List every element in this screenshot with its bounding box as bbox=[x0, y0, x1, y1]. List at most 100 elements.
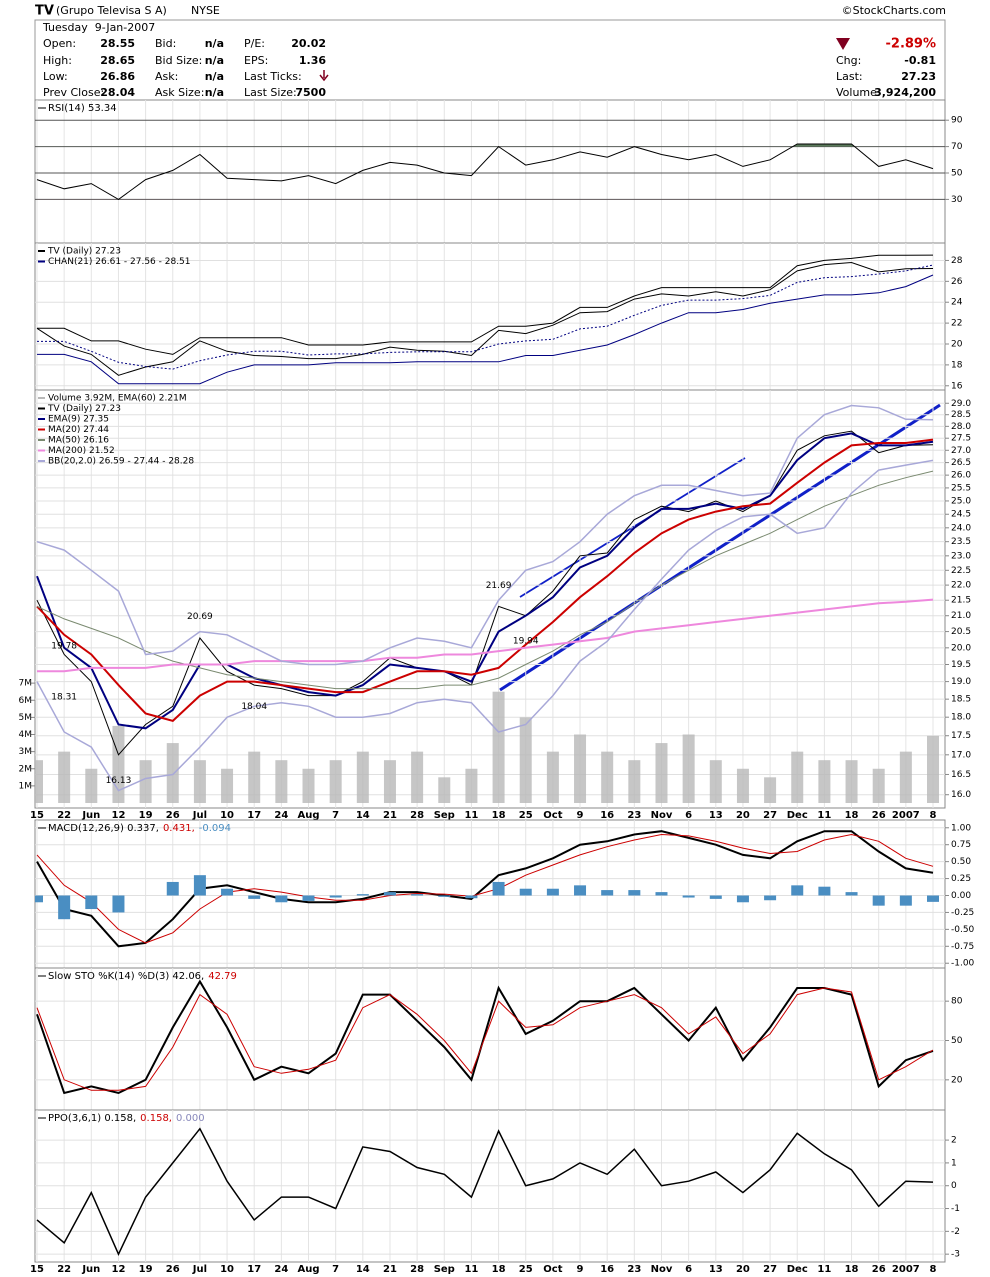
legend-entry: RSI(14) 53.34 bbox=[48, 103, 117, 114]
x-tick-label: 23 bbox=[627, 1264, 641, 1275]
x-tick-label: 26 bbox=[166, 1264, 180, 1275]
y-tick-label: 18.0 bbox=[951, 713, 971, 723]
y-tick-label: 16 bbox=[951, 381, 963, 391]
last-ticks-arrow bbox=[319, 70, 329, 82]
field-label: Low: bbox=[43, 70, 68, 83]
bar bbox=[628, 760, 641, 803]
y2-tick-label: 4M bbox=[19, 730, 33, 740]
legend-entry: MACD(12,26,9) 0.337, bbox=[48, 823, 159, 834]
bar bbox=[574, 734, 587, 803]
field-value: n/a bbox=[205, 37, 224, 50]
field-value: -0.81 bbox=[904, 54, 936, 67]
exchange: NYSE bbox=[191, 4, 220, 17]
bar bbox=[845, 760, 858, 803]
x-tick-label: 15 bbox=[30, 1264, 44, 1275]
y-tick-label: -1 bbox=[951, 1204, 960, 1214]
x-tick-label: 13 bbox=[709, 810, 723, 821]
price-annotation: 20.69 bbox=[187, 612, 213, 622]
y-tick-label: -0.75 bbox=[951, 942, 974, 952]
y-tick-label: 27.5 bbox=[951, 434, 971, 444]
bar bbox=[764, 895, 777, 901]
y-tick-label: 2 bbox=[951, 1136, 957, 1146]
y-tick-label: 24.5 bbox=[951, 510, 971, 520]
legend-entry: MA(50) 26.16 bbox=[48, 436, 109, 446]
bar bbox=[275, 895, 288, 903]
bar bbox=[628, 890, 641, 896]
x-tick-label: 27 bbox=[763, 810, 777, 821]
legend-entry: Volume 3.92M, EMA(60) 2.21M bbox=[48, 394, 187, 404]
field-value: 27.23 bbox=[901, 70, 936, 83]
y2-tick-label: 1M bbox=[19, 781, 33, 791]
x-tick-label: 28 bbox=[410, 810, 424, 821]
y-tick-label: -0.25 bbox=[951, 908, 974, 918]
x-tick-label: Nov bbox=[651, 1264, 673, 1275]
change-pct: -2.89% bbox=[886, 37, 937, 52]
bar bbox=[492, 691, 505, 803]
y-tick-label: 21.0 bbox=[951, 611, 971, 621]
x-tick-label: 8 bbox=[930, 1264, 937, 1275]
bar bbox=[248, 895, 261, 899]
y-tick-label: 20.5 bbox=[951, 627, 971, 637]
field-label: Prev Close: bbox=[43, 86, 104, 99]
x-tick-label: 2007 bbox=[892, 1264, 920, 1275]
bar bbox=[546, 888, 559, 896]
panel-frame bbox=[34, 389, 946, 809]
x-tick-label: 11 bbox=[817, 1264, 831, 1275]
bar bbox=[845, 892, 858, 896]
bar bbox=[899, 751, 912, 803]
field-value: 28.55 bbox=[100, 37, 135, 50]
bar bbox=[601, 890, 614, 896]
legend-entry: TV (Daily) 27.23 bbox=[47, 247, 121, 257]
x-tick-label: 12 bbox=[111, 1264, 125, 1275]
y-tick-label: 0.75 bbox=[951, 840, 971, 850]
bar bbox=[818, 760, 831, 803]
bar bbox=[193, 760, 206, 803]
x-tick-label: 7 bbox=[332, 810, 339, 821]
x-tick-label: 11 bbox=[817, 810, 831, 821]
field-value: 28.65 bbox=[100, 54, 135, 67]
field-label: Volume: bbox=[836, 86, 881, 99]
bar bbox=[601, 751, 614, 803]
y-tick-label: 17.0 bbox=[951, 750, 971, 760]
bar bbox=[872, 768, 885, 803]
x-tick-label: 25 bbox=[519, 1264, 533, 1275]
panel: 20 50 80 Slow STO %K(14) %D(3) 42.06, 42.79 bbox=[34, 967, 963, 1111]
x-tick-label: 19 bbox=[139, 810, 153, 821]
y-tick-label: 24 bbox=[951, 298, 963, 308]
bar bbox=[275, 760, 288, 803]
y-tick-label: 22.5 bbox=[951, 566, 971, 576]
y-tick-label: 23.0 bbox=[951, 551, 971, 561]
bar bbox=[35, 895, 43, 903]
x-tick-label: Jul bbox=[192, 810, 207, 821]
series-line bbox=[37, 254, 934, 355]
series-line bbox=[37, 598, 934, 673]
price-annotation: 16.13 bbox=[106, 776, 132, 786]
y-tick-label: 17.5 bbox=[951, 731, 971, 741]
bar bbox=[736, 768, 749, 803]
x-tick-label: 2007 bbox=[892, 810, 920, 821]
legend-entry: -0.094 bbox=[199, 823, 231, 834]
field-label: Last: bbox=[836, 70, 863, 83]
bar bbox=[329, 760, 342, 803]
bar bbox=[736, 895, 749, 903]
field-value: 1.36 bbox=[299, 54, 326, 67]
y-tick-label: 18 bbox=[951, 360, 963, 370]
y2-tick-label: 3M bbox=[19, 747, 33, 757]
bar bbox=[899, 895, 912, 906]
x-tick-label: 17 bbox=[247, 810, 261, 821]
bar bbox=[329, 895, 342, 898]
x-tick-label: 27 bbox=[763, 1264, 777, 1275]
field-label: P/E: bbox=[244, 37, 265, 50]
series-line bbox=[36, 432, 934, 730]
y-tick-label: 1 bbox=[951, 1158, 957, 1168]
legend-entry: TV (Daily) 27.23 bbox=[47, 404, 121, 414]
y-tick-label: 28.0 bbox=[951, 422, 971, 432]
symbol: TV bbox=[35, 4, 54, 19]
x-tick-label: Aug bbox=[297, 810, 319, 821]
y-tick-label: -2 bbox=[951, 1227, 960, 1237]
y-tick-label: 21.5 bbox=[951, 596, 971, 606]
x-tick-label: 18 bbox=[492, 810, 506, 821]
x-tick-label: 22 bbox=[57, 810, 71, 821]
x-tick-label: 19 bbox=[139, 1264, 153, 1275]
x-tick-label: 23 bbox=[627, 810, 641, 821]
